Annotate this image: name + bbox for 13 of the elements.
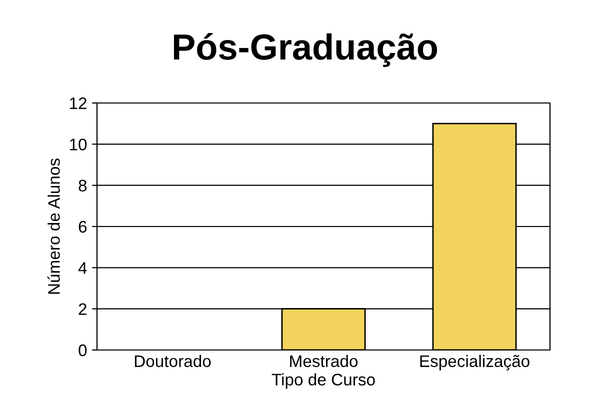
x-tick-label: Mestrado [290,354,358,368]
x-axis-title: Tipo de Curso [272,373,375,389]
y-axis-title: Número de Alunos [47,158,60,294]
y-tick-label: 8 [78,180,87,192]
y-tick-label: 12 [70,97,86,110]
y-tick-label: 10 [70,138,87,150]
y-tick-label: 2 [78,303,86,315]
y-tick-label: 4 [78,262,87,274]
y-tick-label: 6 [78,220,87,233]
x-tick-label: Doutorado [134,354,211,368]
x-tick-label: Especialização [420,354,530,370]
y-tick-label: 0 [78,344,87,356]
chart-title: Pós-Graduação [174,33,438,67]
